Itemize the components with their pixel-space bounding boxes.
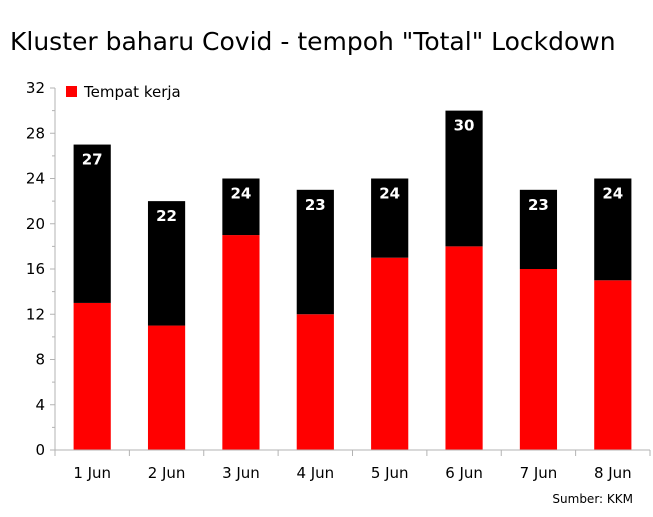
x-tick-label: 4 Jun xyxy=(296,464,334,482)
y-tick-label: 16 xyxy=(26,260,45,278)
bar-segment-black-6 xyxy=(445,110,483,247)
y-tick-label: 32 xyxy=(26,79,45,97)
axes-layer: 1 Jun 2 Jun 3 Jun 4 Jun 5 Jun 6 Jun 7 Jun 8 Jun… xyxy=(26,79,651,482)
bar-segment-black-8 xyxy=(594,178,632,281)
total-label: 24 xyxy=(602,185,623,203)
total-label: 22 xyxy=(156,207,177,225)
legend-label: Tempat kerja xyxy=(83,83,181,101)
bar-segment-red-6 xyxy=(445,246,483,450)
x-tick-label: 1 Jun xyxy=(73,464,111,482)
bars-layer: 27 22 24 23 24 30 23 24 xyxy=(73,110,632,450)
legend: Tempat kerja xyxy=(66,83,181,101)
total-label: 30 xyxy=(454,117,475,135)
chart-title: Kluster baharu Covid - tempoh "Total" Lo… xyxy=(10,27,616,56)
bar-segment-red-1 xyxy=(73,302,111,450)
x-tick-label: 8 Jun xyxy=(594,464,632,482)
bar-segment-red-3 xyxy=(222,235,260,450)
bar-segment-red-4 xyxy=(296,314,334,450)
bar-segment-black-1 xyxy=(73,144,111,303)
bar-segment-black-5 xyxy=(371,178,409,258)
y-tick-label: 8 xyxy=(35,351,45,369)
y-tick-label: 12 xyxy=(26,305,45,323)
x-tick-label: 3 Jun xyxy=(222,464,260,482)
total-label: 24 xyxy=(231,185,252,203)
bar-segment-black-3 xyxy=(222,178,260,236)
total-label: 27 xyxy=(82,151,103,169)
y-tick-label: 28 xyxy=(26,124,45,142)
total-label: 23 xyxy=(305,196,326,214)
x-tick-label: 2 Jun xyxy=(148,464,186,482)
bar-segment-black-4 xyxy=(296,189,334,315)
y-tick-label: 20 xyxy=(26,215,45,233)
y-tick-label: 0 xyxy=(35,441,45,459)
source-note: Sumber: KKM xyxy=(552,492,633,506)
bar-segment-black-2 xyxy=(147,201,186,326)
y-tick-label: 4 xyxy=(35,396,45,414)
bar-segment-red-2 xyxy=(147,325,186,450)
x-tick-label: 7 Jun xyxy=(520,464,558,482)
bar-segment-red-7 xyxy=(519,269,558,450)
total-label: 24 xyxy=(379,185,400,203)
x-tick-label: 6 Jun xyxy=(445,464,483,482)
x-tick-label: 5 Jun xyxy=(371,464,409,482)
bar-segment-red-5 xyxy=(371,257,409,450)
legend-swatch xyxy=(66,86,77,97)
bar-segment-red-8 xyxy=(594,280,632,450)
bar-segment-black-7 xyxy=(519,189,558,269)
y-tick-label: 24 xyxy=(26,170,45,188)
total-label: 23 xyxy=(528,196,549,214)
